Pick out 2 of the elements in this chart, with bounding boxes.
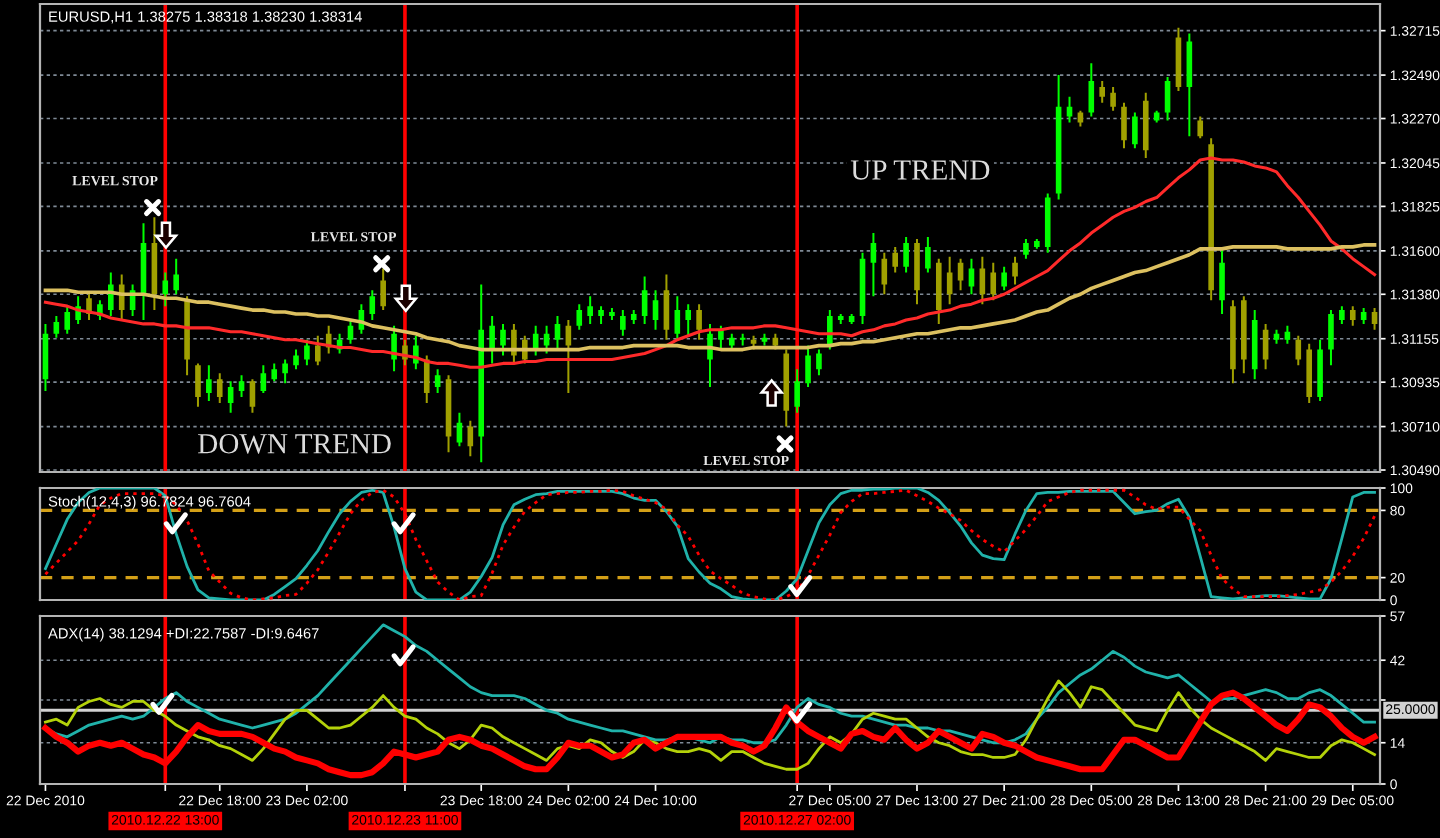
annotation: UP TREND bbox=[850, 160, 990, 180]
annotation: DOWN TREND bbox=[198, 433, 391, 454]
